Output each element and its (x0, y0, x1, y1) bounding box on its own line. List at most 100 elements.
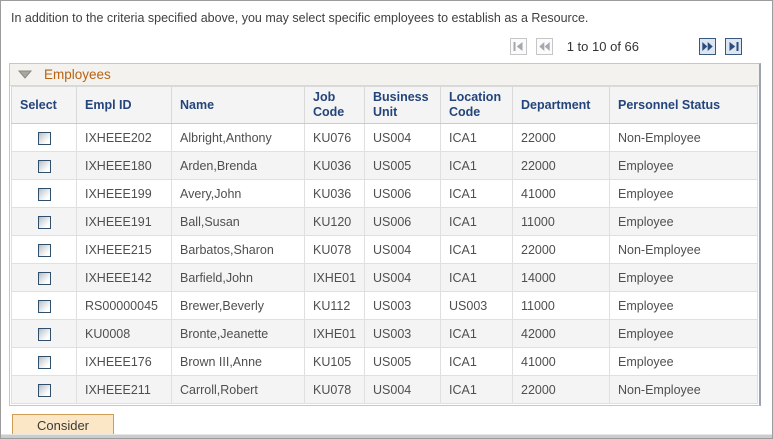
business-unit-cell: US004 (364, 263, 441, 292)
name-cell: Albright,Anthony (171, 123, 305, 152)
job-code-cell: IXHE01 (304, 263, 365, 292)
business-unit-cell: US005 (364, 151, 441, 180)
select-cell (11, 151, 77, 180)
select-checkbox[interactable] (37, 159, 51, 173)
select-checkbox[interactable] (37, 299, 51, 313)
department-cell: 22000 (512, 123, 610, 152)
department-cell: 42000 (512, 319, 610, 348)
consider-button[interactable]: Consider (12, 414, 114, 436)
empl-id-cell: IXHEEE142 (76, 263, 172, 292)
personnel-status-cell: Employee (609, 319, 758, 348)
location-code-cell: ICA1 (440, 263, 513, 292)
name-cell: Bronte,Jeanette (171, 319, 305, 348)
intro-text: In addition to the criteria specified ab… (11, 11, 589, 25)
pagination-range-label: 1 to 10 of 66 (566, 39, 639, 54)
personnel-status-cell: Employee (609, 151, 758, 180)
select-cell (11, 319, 77, 348)
select-checkbox[interactable] (37, 271, 51, 285)
empl-id-cell: IXHEEE180 (76, 151, 172, 180)
select-checkbox[interactable] (37, 243, 51, 257)
job-code-cell: KU076 (304, 123, 365, 152)
employee-row: IXHEEE176 Brown III,Anne KU105 US005 ICA… (11, 347, 758, 376)
column-header-department: Department (512, 86, 610, 124)
job-code-cell: IXHE01 (304, 319, 365, 348)
select-cell (11, 123, 77, 152)
location-code-cell: ICA1 (440, 375, 513, 404)
employee-row: IXHEEE142 Barfield,John IXHE01 US004 ICA… (11, 263, 758, 292)
employee-row: IXHEEE191 Ball,Susan KU120 US006 ICA1 11… (11, 207, 758, 236)
select-cell (11, 235, 77, 264)
job-code-cell: KU036 (304, 151, 365, 180)
column-header-name: Name (171, 86, 305, 124)
job-code-cell: KU078 (304, 235, 365, 264)
select-cell (11, 263, 77, 292)
employee-row: RS00000045 Brewer,Beverly KU112 US003 US… (11, 291, 758, 320)
select-checkbox[interactable] (37, 187, 51, 201)
personnel-status-cell: Employee (609, 179, 758, 208)
location-code-cell: ICA1 (440, 151, 513, 180)
first-page-icon (513, 42, 523, 51)
bottom-scrollbar-track (1, 434, 772, 438)
column-header-location-code: Location Code (440, 86, 513, 124)
section-title: Employees (44, 67, 111, 82)
location-code-cell: ICA1 (440, 235, 513, 264)
name-cell: Arden,Brenda (171, 151, 305, 180)
empl-id-cell: KU0008 (76, 319, 172, 348)
first-page-button[interactable] (509, 38, 527, 55)
employees-section-header: Employees (10, 64, 759, 86)
personnel-status-cell: Employee (609, 347, 758, 376)
empl-id-cell: IXHEEE211 (76, 375, 172, 404)
name-cell: Barfield,John (171, 263, 305, 292)
location-code-cell: US003 (440, 291, 513, 320)
select-checkbox[interactable] (37, 215, 51, 229)
collapse-section-icon[interactable] (18, 69, 32, 80)
empl-id-cell: IXHEEE176 (76, 347, 172, 376)
department-cell: 41000 (512, 179, 610, 208)
empl-id-cell: IXHEEE202 (76, 123, 172, 152)
department-cell: 41000 (512, 347, 610, 376)
select-checkbox[interactable] (37, 355, 51, 369)
location-code-cell: ICA1 (440, 347, 513, 376)
column-header-empl-id: Empl ID (76, 86, 172, 124)
personnel-status-cell: Employee (609, 291, 758, 320)
select-checkbox[interactable] (37, 383, 51, 397)
employee-row: IXHEEE180 Arden,Brenda KU036 US005 ICA1 … (11, 151, 758, 180)
next-page-button[interactable] (699, 38, 716, 55)
previous-page-button[interactable] (535, 38, 553, 55)
next-page-icon (702, 42, 713, 51)
job-code-cell: KU105 (304, 347, 365, 376)
job-code-cell: KU036 (304, 179, 365, 208)
column-header-job-code: Job Code (304, 86, 365, 124)
personnel-status-cell: Employee (609, 207, 758, 236)
select-cell (11, 291, 77, 320)
select-checkbox[interactable] (37, 327, 51, 341)
business-unit-cell: US003 (364, 319, 441, 348)
column-header-business-unit: Business Unit (364, 86, 441, 124)
last-page-icon (729, 42, 739, 51)
personnel-status-cell: Non-Employee (609, 235, 758, 264)
name-cell: Avery,John (171, 179, 305, 208)
last-page-button[interactable] (725, 38, 742, 55)
select-checkbox[interactable] (37, 131, 51, 145)
department-cell: 22000 (512, 235, 610, 264)
location-code-cell: ICA1 (440, 179, 513, 208)
empl-id-cell: RS00000045 (76, 291, 172, 320)
personnel-status-cell: Non-Employee (609, 375, 758, 404)
job-code-cell: KU120 (304, 207, 365, 236)
job-code-cell: KU112 (304, 291, 365, 320)
name-cell: Ball,Susan (171, 207, 305, 236)
location-code-cell: ICA1 (440, 123, 513, 152)
business-unit-cell: US005 (364, 347, 441, 376)
column-header-personnel-status: Personnel Status (609, 86, 758, 124)
previous-page-icon (539, 42, 550, 51)
employee-row: IXHEEE215 Barbatos,Sharon KU078 US004 IC… (11, 235, 758, 264)
job-code-cell: KU078 (304, 375, 365, 404)
empl-id-cell: IXHEEE215 (76, 235, 172, 264)
employee-row: IXHEEE199 Avery,John KU036 US006 ICA1 41… (11, 179, 758, 208)
department-cell: 11000 (512, 207, 610, 236)
empl-id-cell: IXHEEE191 (76, 207, 172, 236)
business-unit-cell: US003 (364, 291, 441, 320)
grid-header-row: Select Empl ID Name Job Code Business Un… (11, 86, 758, 124)
business-unit-cell: US004 (364, 235, 441, 264)
select-cell (11, 347, 77, 376)
